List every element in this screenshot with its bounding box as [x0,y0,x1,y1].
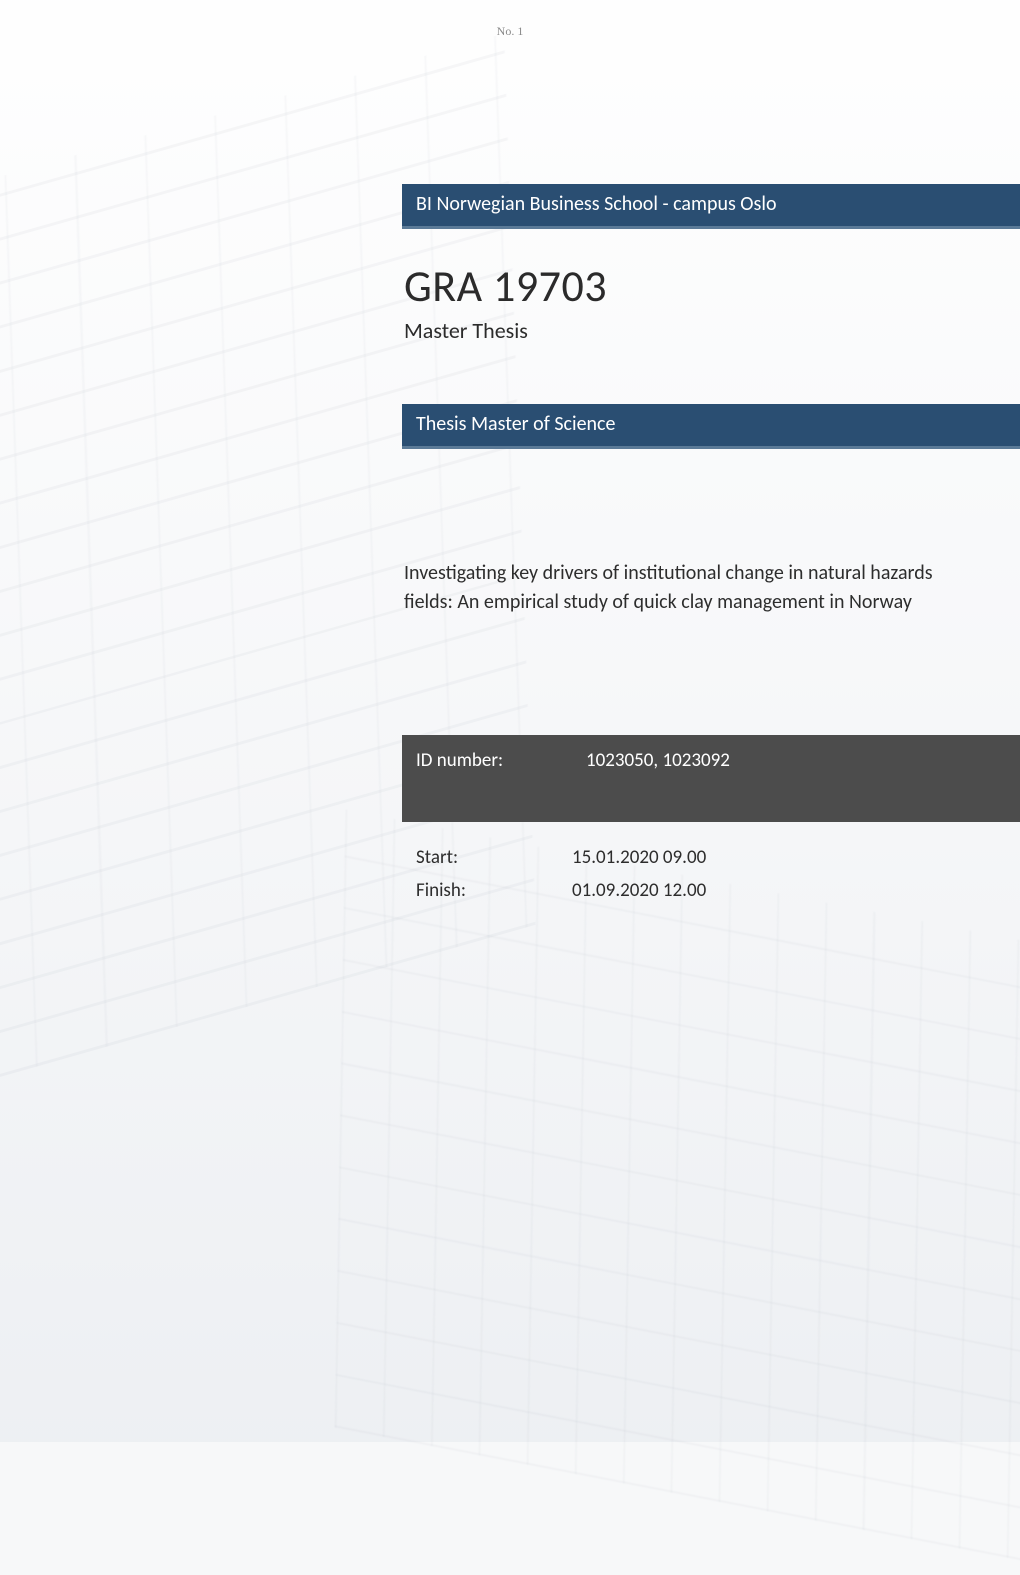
thesis-type-banner: Thesis Master of Science [402,404,1020,449]
finish-label: Finish: [402,879,572,902]
cover-content: BI Norwegian Business School - campus Os… [402,184,1020,912]
document-type: Master Thesis [404,317,1020,344]
institution-banner: BI Norwegian Business School - campus Os… [402,184,1020,229]
id-row: ID number: 1023050, 1023092 [402,735,1020,822]
id-number-label: ID number: [402,735,572,822]
finish-row: Finish: 01.09.2020 12.00 [402,879,1020,902]
thesis-title: Investigating key drivers of institution… [404,559,976,617]
finish-value: 01.09.2020 12.00 [572,879,1020,902]
start-label: Start: [402,846,572,869]
dates-block: Start: 15.01.2020 09.00 Finish: 01.09.20… [402,846,1020,902]
course-code: GRA 19703 [404,259,1020,313]
start-value: 15.01.2020 09.00 [572,846,1020,869]
id-number-value: 1023050, 1023092 [572,735,1020,822]
page-number: No. 1 [0,24,1020,39]
start-row: Start: 15.01.2020 09.00 [402,846,1020,869]
meta-block: ID number: 1023050, 1023092 Start: 15.01… [402,735,1020,902]
